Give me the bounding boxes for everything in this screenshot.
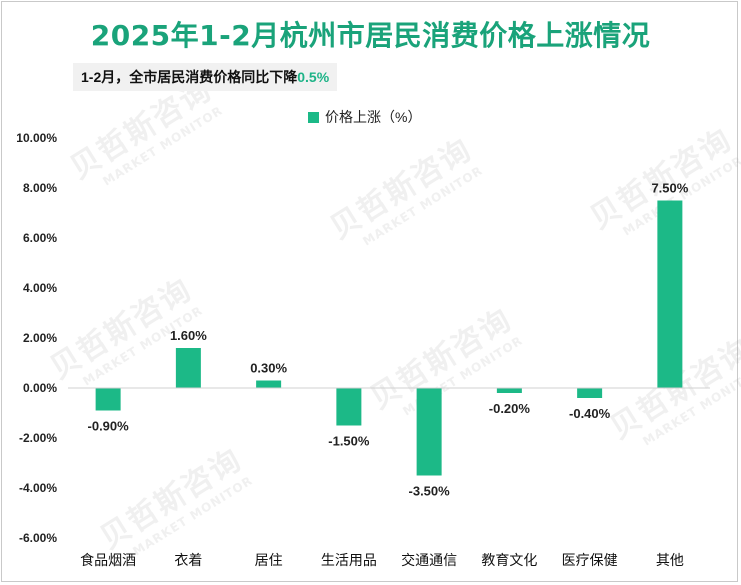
data-label: 7.50% (651, 181, 688, 196)
bar (175, 348, 201, 388)
x-category-label: 生活用品 (321, 553, 377, 569)
data-label: -0.40% (569, 406, 611, 421)
y-tick-label: 4.00% (23, 281, 57, 295)
data-label: -1.50% (328, 434, 370, 449)
data-label: -0.90% (88, 419, 130, 434)
data-label: 1.60% (170, 328, 207, 343)
bar (336, 388, 362, 426)
x-category-label: 居住 (255, 553, 283, 569)
data-labels: -0.90% 1.60% 0.30% -1.50% -3.50% -0.20% -0.40%… (88, 181, 689, 499)
x-category-label: 食品烟酒 (80, 552, 136, 569)
y-axis: 10.00% 8.00% 6.00% 4.00% 2.00% 0.00% -2.00% -4.… (16, 131, 57, 545)
y-tick-label: 8.00% (23, 181, 57, 195)
x-category-label: 其他 (656, 553, 684, 569)
chart-legend: 价格上涨（%） (308, 107, 421, 127)
y-tick-label: 10.00% (16, 131, 57, 145)
data-label: 0.30% (250, 361, 287, 376)
bar (577, 388, 603, 398)
y-tick-label: -4.00% (19, 481, 57, 495)
y-tick-label: 2.00% (23, 331, 57, 345)
x-category-label: 医疗保健 (562, 553, 618, 569)
bars (95, 200, 683, 476)
data-label: -3.50% (409, 484, 451, 499)
chart-title: 2025年1-2月杭州市居民消费价格上涨情况 (90, 19, 651, 52)
subtitle-text: 1-2月，全市居民消费价格同比下降 (81, 69, 298, 85)
bar (256, 380, 282, 388)
x-category-label: 交通通信 (401, 552, 457, 569)
legend-label: 价格上涨（%） (325, 109, 422, 125)
x-category-label: 教育文化 (481, 553, 537, 569)
data-label: -0.20% (489, 401, 531, 416)
bar (416, 388, 442, 476)
y-tick-label: -6.00% (19, 531, 57, 545)
subtitle-highlight: 0.5% (297, 69, 330, 85)
y-tick-label: 0.00% (23, 381, 57, 395)
x-axis: 食品烟酒 衣着 居住 生活用品 交通通信 教育文化 医疗保健 其他 (68, 387, 710, 569)
bar (95, 388, 121, 411)
bar (496, 388, 522, 393)
y-tick-label: -2.00% (19, 431, 57, 445)
x-category-label: 衣着 (174, 553, 202, 569)
subtitle-note: 1-2月，全市居民消费价格同比下降 0.5% (73, 63, 338, 91)
bar (657, 200, 683, 388)
legend-swatch (308, 111, 319, 123)
y-tick-label: 6.00% (23, 231, 57, 245)
